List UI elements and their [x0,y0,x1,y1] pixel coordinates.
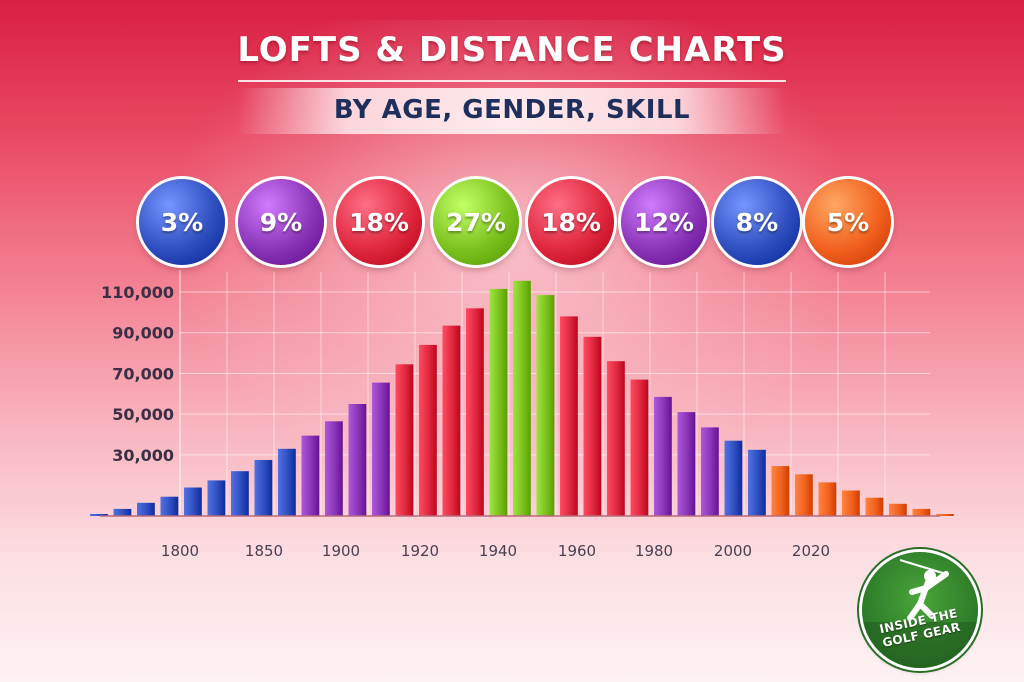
bar [207,480,226,516]
bar [419,344,437,516]
x-tick-label: 1980 [635,542,673,560]
percentage-label: 8% [735,207,779,237]
percentage-label: 18% [541,207,601,237]
y-tick-label: 90,000 [112,324,174,343]
percentage-label: 5% [826,207,870,237]
bar [278,448,296,516]
x-tick-label: 1800 [161,542,199,560]
bar [184,487,202,516]
bar [395,364,414,516]
subtitle-band [238,88,786,134]
x-tick-label: 1900 [322,542,360,560]
y-tick-label: 70,000 [112,364,174,383]
percentage-bubble: 18% [528,179,614,265]
bar [466,308,484,516]
bar [536,295,555,516]
x-tick-label: 1940 [479,542,517,560]
bar [301,435,320,516]
percentage-label: 18% [349,207,409,237]
bar [724,440,743,516]
percentage-bubble: 9% [238,179,324,265]
x-tick-label: 2000 [714,542,752,560]
y-tick-label: 50,000 [112,405,174,424]
x-tick-label: 2020 [792,542,830,560]
bar [889,503,907,516]
bar [630,379,649,516]
bar [372,382,390,516]
bar [90,514,108,516]
percentage-label: 3% [160,207,204,237]
y-tick-label: 110,000 [101,283,174,302]
bar [137,502,155,516]
bar [936,514,954,516]
chart-grid [179,270,930,516]
bar [701,427,719,516]
bar [513,280,531,516]
page-title: LOFTS & DISTANCE CHARTS [237,30,787,70]
bar [560,316,578,516]
bar [231,471,249,516]
bar [912,508,931,516]
percentage-bubble: 27% [433,179,519,265]
bar [795,474,813,516]
bar [489,288,508,516]
percentage-bubble: 18% [336,179,422,265]
bar [607,361,625,516]
bar [677,412,696,516]
bar [865,497,884,516]
bar [842,490,860,516]
bar [113,508,132,516]
x-tick-label: 1850 [245,542,283,560]
x-tick-label: 1960 [558,542,596,560]
percentage-label: 9% [259,207,303,237]
x-axis-ticks: 1800 1850 1900 1920 1940 1960 1980 2000 2020 [161,542,830,560]
percentage-bubble: 12% [621,179,707,265]
bar [818,482,837,516]
bar [583,336,602,516]
chart-bars [90,280,954,516]
percentage-label: 27% [446,207,506,237]
bar [325,421,343,516]
y-tick-label: 30,000 [112,446,174,465]
percentage-bubble: 3% [139,179,225,265]
bar [654,396,672,516]
percentage-label: 12% [634,207,694,237]
bar [771,466,790,516]
percentage-bubble: 8% [714,179,800,265]
percentage-bubble: 5% [805,179,891,265]
bar [348,404,367,516]
bar [160,496,179,516]
title-underline [238,80,786,82]
page-subtitle: BY AGE, GENDER, SKILL [333,95,691,125]
logo-badge: INSIDE THE GOLF GEAR [862,552,978,668]
bar [442,325,461,516]
golfer-icon [862,559,978,668]
x-tick-label: 1920 [401,542,439,560]
bar [254,460,273,516]
y-axis-ticks: 30,000 50,000 70,000 90,000 110,000 [101,283,174,465]
bar [748,449,766,516]
